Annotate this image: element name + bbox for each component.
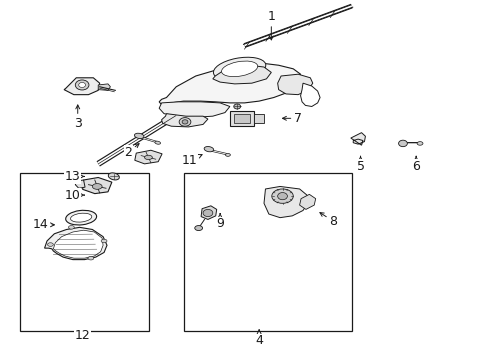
Polygon shape <box>44 227 107 260</box>
Bar <box>254 114 264 123</box>
Ellipse shape <box>108 173 119 180</box>
Polygon shape <box>300 83 320 107</box>
Polygon shape <box>159 102 229 117</box>
Polygon shape <box>82 177 112 194</box>
Text: 11: 11 <box>182 154 202 167</box>
Text: 3: 3 <box>74 105 81 130</box>
Ellipse shape <box>92 184 102 189</box>
Polygon shape <box>201 206 216 220</box>
Ellipse shape <box>213 57 265 80</box>
Text: 10: 10 <box>65 189 84 202</box>
Text: 4: 4 <box>255 330 263 347</box>
Polygon shape <box>159 63 300 105</box>
Ellipse shape <box>225 153 230 156</box>
Polygon shape <box>350 133 365 145</box>
Ellipse shape <box>271 189 293 203</box>
Ellipse shape <box>65 210 97 225</box>
Text: 2: 2 <box>124 144 139 158</box>
Polygon shape <box>277 74 312 95</box>
Ellipse shape <box>194 226 202 230</box>
Text: 8: 8 <box>319 213 337 228</box>
Ellipse shape <box>70 213 92 222</box>
Text: 7: 7 <box>282 112 302 125</box>
Ellipse shape <box>101 239 107 243</box>
Ellipse shape <box>182 120 187 124</box>
Ellipse shape <box>144 155 152 159</box>
Bar <box>20 173 149 330</box>
Ellipse shape <box>75 80 89 90</box>
Text: 12: 12 <box>75 329 90 342</box>
Polygon shape <box>299 194 315 210</box>
Ellipse shape <box>155 141 160 144</box>
Ellipse shape <box>233 104 240 109</box>
Ellipse shape <box>277 193 287 200</box>
Bar <box>229 111 254 126</box>
Bar <box>183 173 351 330</box>
Ellipse shape <box>398 140 407 147</box>
Text: 14: 14 <box>33 218 54 231</box>
Polygon shape <box>135 150 162 164</box>
Polygon shape <box>64 78 100 95</box>
Ellipse shape <box>203 147 213 152</box>
Text: 9: 9 <box>216 214 224 230</box>
Polygon shape <box>264 186 307 218</box>
Polygon shape <box>53 230 103 258</box>
Text: 6: 6 <box>411 156 419 173</box>
Bar <box>233 114 250 123</box>
Polygon shape <box>75 180 85 188</box>
Text: 13: 13 <box>65 170 84 183</box>
Ellipse shape <box>79 82 85 87</box>
Ellipse shape <box>221 61 257 77</box>
Text: 1: 1 <box>267 10 275 40</box>
Ellipse shape <box>68 226 74 229</box>
Ellipse shape <box>134 133 143 139</box>
Ellipse shape <box>47 243 53 246</box>
Ellipse shape <box>203 210 212 217</box>
Ellipse shape <box>416 141 422 145</box>
Polygon shape <box>161 114 207 127</box>
Polygon shape <box>212 65 271 84</box>
Ellipse shape <box>88 256 94 260</box>
Text: 5: 5 <box>356 156 364 173</box>
Polygon shape <box>98 84 110 90</box>
Ellipse shape <box>179 118 190 126</box>
